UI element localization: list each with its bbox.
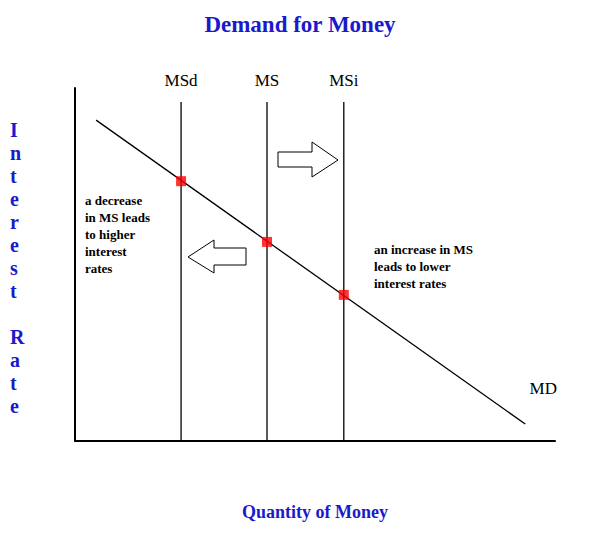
svg-text:MSi: MSi [329, 71, 359, 90]
svg-text:interest: interest [85, 244, 127, 259]
svg-text:s: s [10, 257, 18, 279]
svg-text:leads to lower: leads to lower [374, 259, 451, 274]
svg-text:to higher: to higher [85, 227, 135, 242]
svg-text:MSd: MSd [165, 71, 199, 90]
svg-text:R: R [10, 326, 25, 348]
svg-text:a: a [10, 349, 20, 371]
svg-text:t: t [10, 372, 17, 394]
svg-text:n: n [10, 142, 21, 164]
svg-text:t: t [10, 280, 17, 302]
svg-text:e: e [10, 234, 19, 256]
svg-text:Demand for Money: Demand for Money [204, 12, 396, 37]
svg-text:rates: rates [85, 261, 112, 276]
svg-text:MS: MS [255, 71, 280, 90]
svg-text:e: e [10, 395, 19, 417]
svg-text:interest rates: interest rates [374, 276, 446, 291]
svg-text:a decrease: a decrease [85, 193, 142, 208]
svg-text:in MS leads: in MS leads [85, 210, 150, 225]
svg-text:an increase in MS: an increase in MS [374, 242, 473, 257]
svg-text:e: e [10, 188, 19, 210]
svg-text:Quantity of Money: Quantity of Money [242, 502, 388, 522]
svg-text:t: t [10, 165, 17, 187]
svg-text:r: r [10, 211, 19, 233]
svg-text:I: I [10, 119, 18, 141]
svg-text:MD: MD [530, 379, 557, 398]
